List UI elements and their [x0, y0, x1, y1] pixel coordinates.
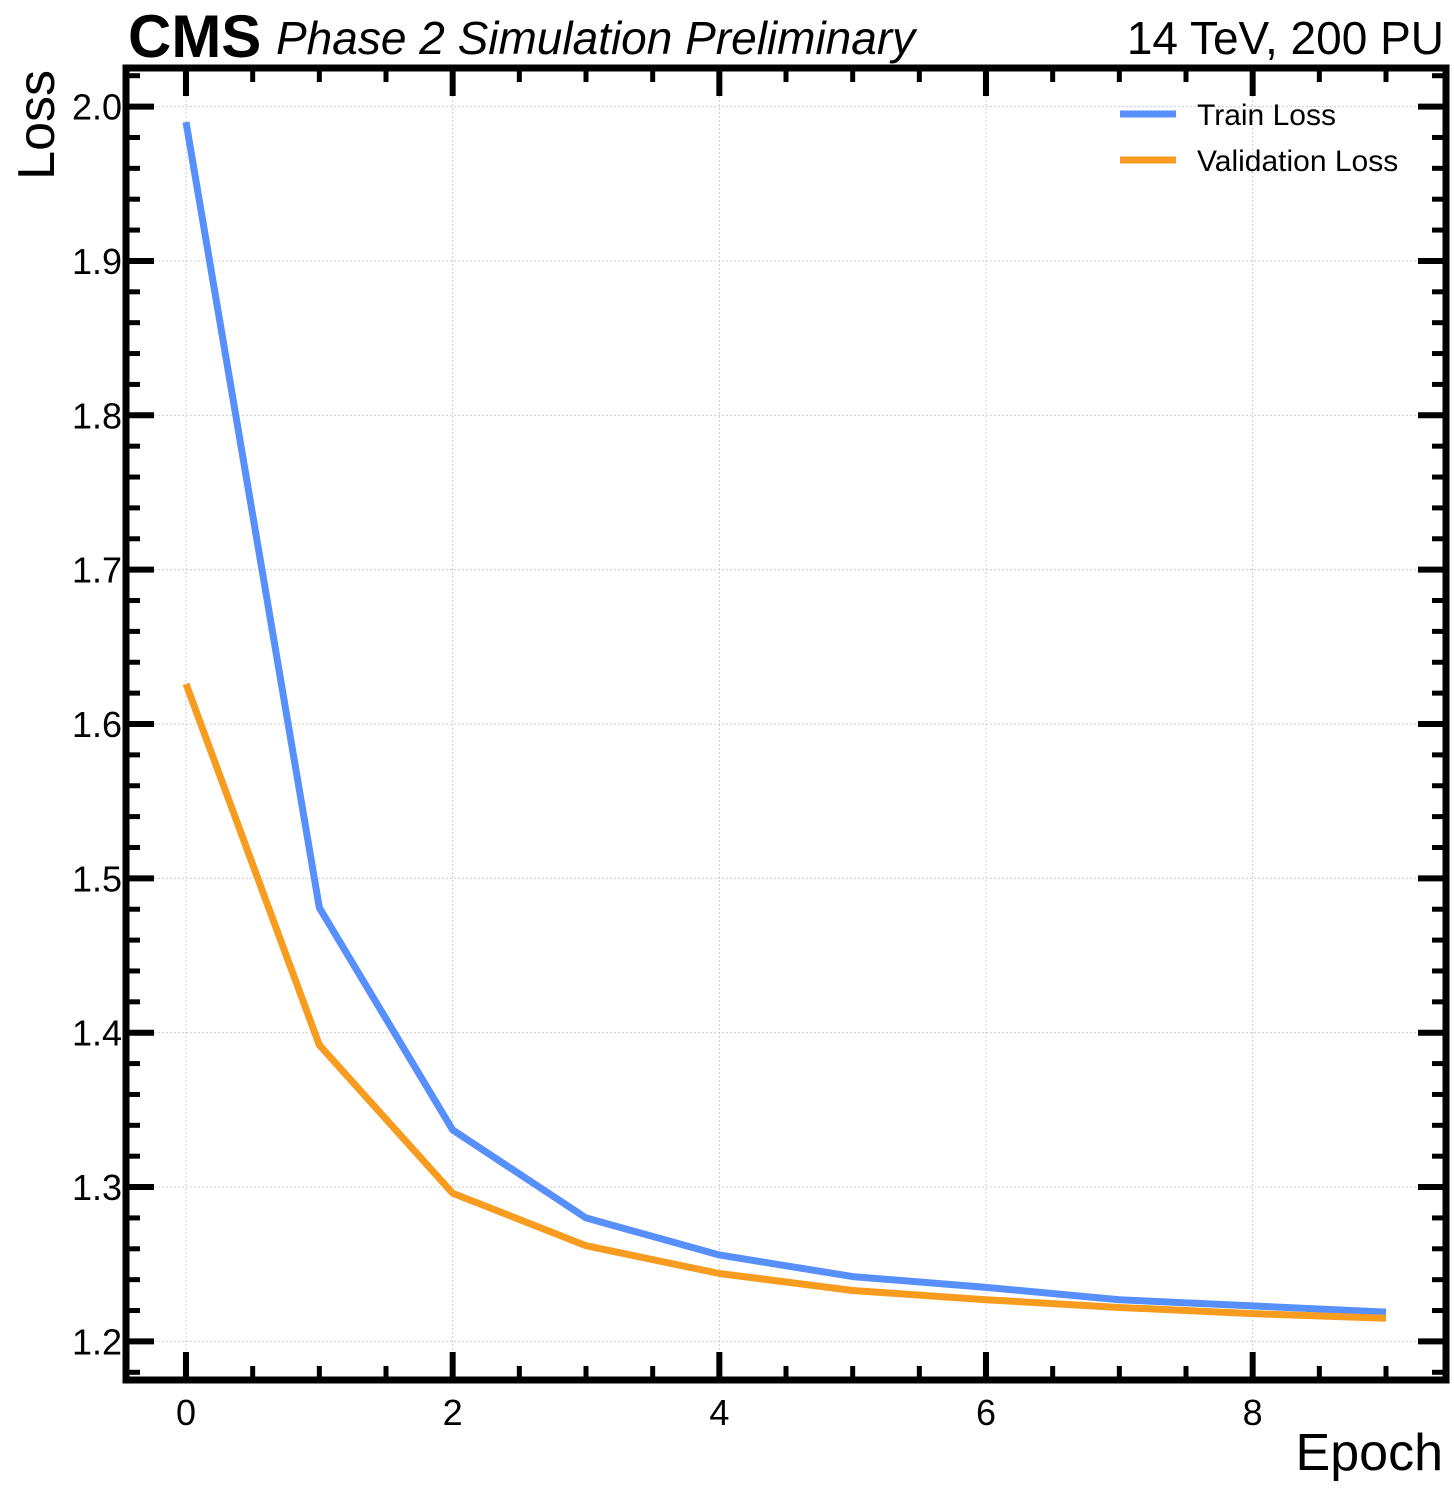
- experiment-label: CMS: [128, 3, 261, 70]
- y-tick-label-0: 1.2: [72, 1321, 122, 1362]
- x-axis-label: Epoch: [1296, 1424, 1443, 1482]
- status-label: Phase 2 Simulation Preliminary: [276, 12, 918, 64]
- y-tick-label-8: 2.0: [72, 87, 122, 128]
- y-axis-label: Loss: [8, 70, 66, 180]
- series-line-1: [182, 682, 1387, 1322]
- series-lines: [182, 121, 1387, 1322]
- x-tick-label-2: 4: [709, 1392, 729, 1433]
- y-tick-label-3: 1.5: [72, 858, 122, 899]
- grid: [126, 68, 1446, 1380]
- x-tick-label-3: 6: [976, 1392, 996, 1433]
- series-line-0: [182, 121, 1387, 1316]
- conditions-label: 14 TeV, 200 PU: [1127, 12, 1444, 64]
- legend-label-0: Train Loss: [1197, 99, 1336, 132]
- y-tick-label-7: 1.9: [72, 241, 122, 282]
- y-tick-label-2: 1.4: [72, 1013, 122, 1054]
- tick-labels: 0 2 4 6 8 1.2 1.3 1.4 1.5 1.6 1.7 1.8 1.9 2.0: [72, 87, 1263, 1433]
- y-tick-label-1: 1.3: [72, 1167, 122, 1208]
- y-tick-label-4: 1.6: [72, 704, 122, 745]
- x-tick-label-0: 0: [176, 1392, 196, 1433]
- plot-frame: [122, 64, 1450, 1384]
- y-tick-label-6: 1.8: [72, 395, 122, 436]
- x-tick-label-4: 8: [1243, 1392, 1263, 1433]
- legend-label-1: Validation Loss: [1197, 145, 1398, 178]
- x-tick-label-1: 2: [443, 1392, 463, 1433]
- y-tick-label-5: 1.7: [72, 550, 122, 591]
- legend: Train Loss Validation Loss: [1120, 99, 1398, 178]
